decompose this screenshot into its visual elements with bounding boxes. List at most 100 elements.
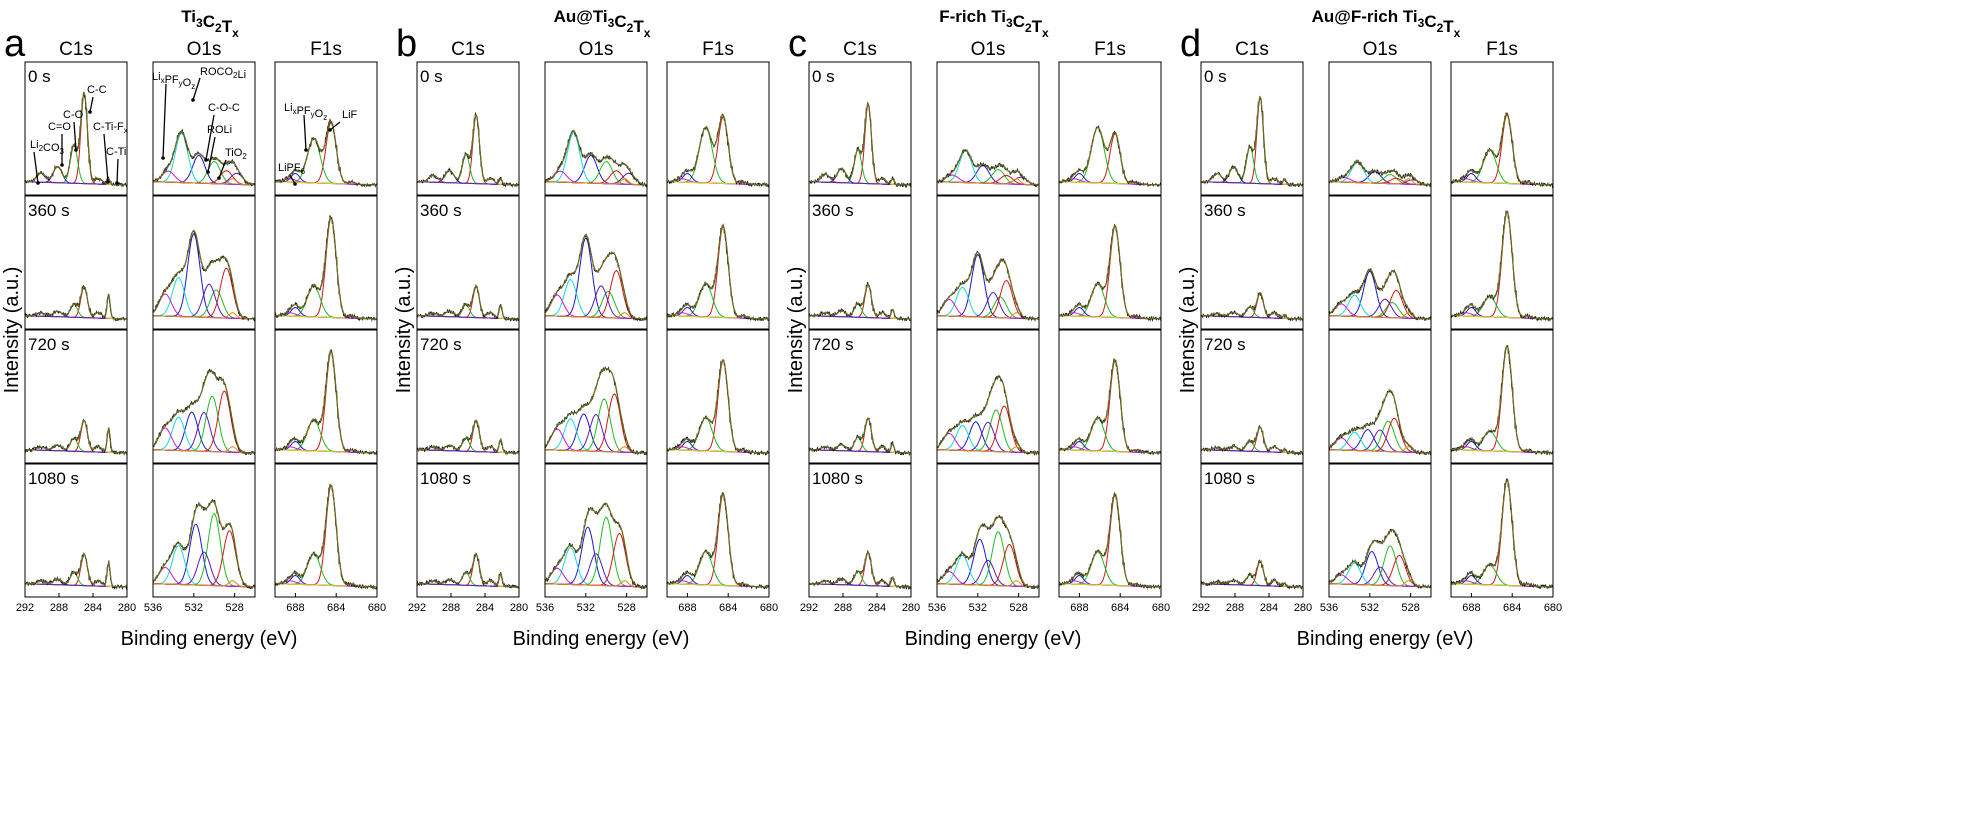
fit-envelope [544,368,647,454]
annotation-arrow [73,121,77,151]
component-peak [275,217,377,320]
component-peak [1329,580,1431,588]
peak-annotation: C=O [48,121,71,133]
plot-frame [666,61,770,196]
fit-envelope [809,283,911,320]
raw-spectrum [544,129,648,188]
fit-envelope [666,225,769,320]
fit-envelope [152,370,255,454]
component-peak [1201,560,1303,588]
spectrum-c1s-360s [808,195,912,330]
fit-envelope [1328,529,1431,588]
plot-frame [936,61,1040,196]
plot-frame [936,195,1040,330]
x-tick-label: 292 [800,602,818,614]
peak-annotation: ROCO2Li [200,66,246,81]
x-axis-label: Binding energy (eV) [121,628,298,650]
peak-annotation: C-Ti-Fx [93,121,128,135]
panel-letter: b [396,23,417,65]
time-label: 1080 s [28,469,79,488]
raw-spectrum [24,91,128,188]
spectrum-c1s-360s [416,195,520,330]
fit-envelope [1201,426,1303,454]
raw-spectrum [275,349,378,456]
x-tick-label: 688 [286,602,304,614]
component-peak [153,411,255,454]
time-label: 360 s [28,201,70,220]
spectrum-c1s-1080s [24,463,128,598]
spectrum-c1s-0s [416,61,520,196]
plot-frame [416,463,520,598]
plot-frame [808,463,912,598]
plot-frame [544,463,648,598]
fit-envelope [809,100,911,186]
x-tick-label: 284 [84,602,102,614]
component-peak [667,226,769,320]
x-tick-label: 292 [1192,602,1210,614]
raw-spectrum [1450,478,1554,590]
plot-frame [1200,195,1304,330]
fit-envelope [152,500,256,588]
component-peak [1201,426,1303,454]
plot-frame [1450,195,1554,330]
component-peak [545,155,647,186]
fit-envelope [809,417,911,454]
fit-envelope [544,233,647,320]
region-title: O1s [187,39,222,60]
plot-frame [936,329,1040,464]
spectrum-c1s-720s [24,329,128,464]
plot-frame [416,329,520,464]
spectrum-f1s-1080s [666,463,770,598]
component-peak [1201,292,1303,320]
plot-frame [1058,329,1162,464]
spectrum-f1s-0s [1058,61,1162,196]
time-label: 720 s [812,335,854,354]
spectrum-o1s-1080s [152,463,256,598]
plot-frame [808,61,912,196]
spectrum-o1s-720s [152,329,256,464]
x-axis-label: Binding energy (eV) [513,628,690,650]
peak-annotation: C-C [87,84,107,96]
spectrum-c1s-0s [808,61,912,196]
component-peak [1451,149,1553,186]
raw-spectrum [1450,112,1554,189]
fit-envelope [544,502,647,588]
x-tick-label: 288 [834,602,852,614]
raw-spectrum [666,492,770,590]
fit-envelope [1058,493,1161,588]
component-peak [153,178,255,186]
x-tick-label: 284 [476,602,494,614]
x-tick-label: 280 [118,602,136,614]
fit-envelope [274,350,377,454]
time-label: 1080 s [812,469,863,488]
fit-envelope [936,251,1039,320]
spectrum-o1s-0s [936,61,1040,196]
time-label: 720 s [1204,335,1246,354]
component-peak [937,421,1039,454]
x-tick-label: 536 [1320,602,1338,614]
annotation-arrow [89,96,94,113]
x-tick-label: 684 [1111,602,1129,614]
plot-frame [808,329,912,464]
raw-spectrum [274,483,378,590]
panel-title: Ti3C2Tx [181,7,239,40]
spectrum-f1s-360s [274,195,378,330]
y-axis-label: Intensity (a.u.) [785,267,807,394]
region-title: C1s [843,39,877,60]
component-peak [545,446,647,454]
x-tick-label: 532 [577,602,595,614]
raw-spectrum [416,552,520,589]
region-title: O1s [579,39,614,60]
plot-frame [1328,195,1432,330]
plot-frame [808,195,912,330]
plot-frame [666,195,770,330]
component-peak [809,102,911,186]
component-peak [667,417,769,454]
annotation-arrow [218,159,227,179]
x-tick-label: 292 [408,602,426,614]
spectrum-f1s-720s [1450,329,1554,464]
spectrum-c1s-1080s [1200,463,1304,598]
component-peak [937,421,1039,454]
spectrum-c1s-360s [1200,195,1304,330]
component-peak [1059,283,1161,320]
